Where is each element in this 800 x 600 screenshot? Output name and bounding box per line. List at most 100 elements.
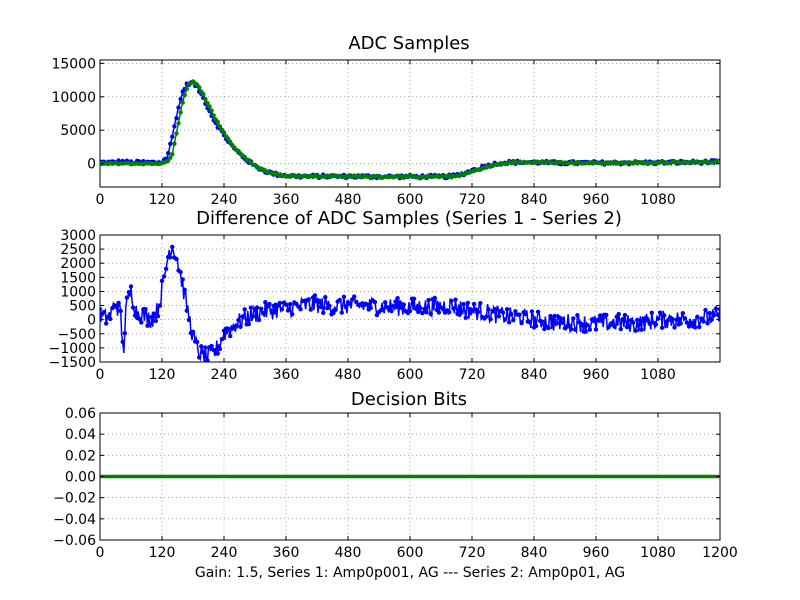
series-point bbox=[680, 311, 685, 316]
series-point bbox=[502, 317, 508, 322]
series-point bbox=[507, 320, 512, 325]
x-tick-label: 240 bbox=[211, 545, 238, 561]
series-point bbox=[174, 116, 179, 121]
y-tick-label: 0.00 bbox=[65, 470, 96, 486]
series-point bbox=[327, 303, 332, 309]
series-point bbox=[180, 277, 185, 282]
chart-marks: 0 120 240 360 480 600 720 840 960 1080 1200 −0.06 −0… bbox=[53, 406, 738, 561]
series-point bbox=[701, 319, 706, 324]
x-tick-label: 1080 bbox=[640, 545, 676, 561]
series-point bbox=[197, 355, 202, 360]
series-point bbox=[626, 323, 632, 329]
series-point bbox=[321, 310, 326, 315]
x-tick-label: 840 bbox=[521, 192, 548, 208]
series-point bbox=[104, 321, 109, 326]
series-point bbox=[494, 306, 499, 311]
series-point bbox=[488, 317, 493, 322]
y-tick-label: 1000 bbox=[60, 284, 96, 300]
y-tick-label: 0 bbox=[87, 313, 96, 329]
chart-marks: 0 120 240 360 480 600 720 840 960 1080 −1500−1000−… bbox=[49, 228, 720, 383]
y-tick-label: 15000 bbox=[51, 56, 96, 72]
series-group bbox=[100, 79, 720, 181]
series-point bbox=[709, 317, 714, 322]
y-tick-label: −0.04 bbox=[53, 512, 96, 528]
series-point bbox=[513, 309, 518, 314]
series-point bbox=[316, 299, 322, 304]
series-point bbox=[579, 321, 584, 327]
series-point bbox=[211, 113, 216, 118]
series-point bbox=[496, 314, 502, 319]
series-point bbox=[176, 121, 181, 126]
series-point bbox=[509, 312, 514, 317]
series-point bbox=[168, 155, 173, 160]
series-point bbox=[422, 306, 427, 312]
series-point bbox=[238, 324, 243, 329]
series-point bbox=[172, 141, 177, 146]
x-tick-label: 1080 bbox=[640, 367, 676, 383]
series-point bbox=[308, 307, 313, 312]
series-point bbox=[533, 323, 539, 329]
x-tick-label: 840 bbox=[521, 367, 548, 383]
series-point bbox=[476, 309, 481, 315]
series-point bbox=[383, 300, 388, 305]
series-point bbox=[587, 327, 592, 332]
series-point bbox=[201, 350, 206, 355]
series-group bbox=[100, 244, 720, 362]
series-point bbox=[546, 325, 551, 331]
series-point bbox=[711, 313, 716, 318]
series-point bbox=[693, 325, 698, 330]
x-tick-label: 720 bbox=[459, 545, 486, 561]
series-point bbox=[168, 255, 173, 260]
series-point bbox=[504, 307, 510, 312]
series-point bbox=[225, 136, 231, 141]
series-point bbox=[240, 314, 245, 319]
series-point bbox=[447, 310, 452, 315]
y-tick-label: −0.06 bbox=[53, 533, 96, 549]
series-point bbox=[449, 298, 454, 304]
series-point bbox=[622, 312, 628, 318]
series-point bbox=[352, 294, 357, 299]
series-point bbox=[124, 295, 130, 300]
series-point bbox=[248, 305, 254, 310]
series-point bbox=[186, 317, 192, 323]
series-point bbox=[190, 329, 196, 334]
series-point bbox=[137, 316, 142, 321]
series-point bbox=[217, 346, 223, 352]
series-point bbox=[285, 308, 291, 313]
series-point bbox=[157, 303, 163, 308]
series-point bbox=[151, 311, 156, 316]
chart-decision-bits: Decision Bits 0 120 240 360 480 600 720 840 960 1… bbox=[53, 389, 738, 561]
series-point bbox=[463, 315, 468, 320]
series-point bbox=[633, 328, 638, 333]
series-point bbox=[682, 316, 688, 321]
series-point bbox=[234, 323, 239, 328]
series-point bbox=[566, 323, 572, 328]
series-point bbox=[612, 324, 617, 329]
series-point bbox=[649, 310, 654, 315]
series-point bbox=[420, 310, 425, 316]
series-point bbox=[465, 300, 471, 306]
series-point bbox=[209, 343, 214, 349]
series-point bbox=[250, 314, 256, 319]
series-point bbox=[170, 152, 175, 157]
series-point bbox=[139, 320, 144, 325]
y-tick-label: 500 bbox=[69, 299, 96, 315]
series-point bbox=[128, 284, 134, 289]
series-point bbox=[341, 294, 347, 299]
series-point bbox=[147, 322, 152, 328]
series-point bbox=[418, 305, 423, 311]
chart-difference: Difference of ADC Samples (Series 1 - Se… bbox=[49, 208, 721, 383]
series-point bbox=[583, 329, 588, 334]
series-point bbox=[604, 312, 609, 318]
series-point bbox=[380, 307, 386, 312]
series-point bbox=[174, 131, 179, 136]
chart-marks: 0 120 240 360 480 600 720 840 960 1080 0 5000 10000 1… bbox=[51, 56, 720, 208]
series-point bbox=[554, 321, 559, 326]
series-point bbox=[695, 314, 700, 319]
figure-xlabel: Gain: 1.5, Series 1: Amp0p001, AG --- Se… bbox=[195, 565, 625, 581]
series-point bbox=[715, 312, 720, 317]
series-point bbox=[471, 301, 477, 307]
series-point bbox=[203, 96, 208, 102]
series-point bbox=[236, 318, 241, 323]
series-point bbox=[424, 310, 429, 315]
